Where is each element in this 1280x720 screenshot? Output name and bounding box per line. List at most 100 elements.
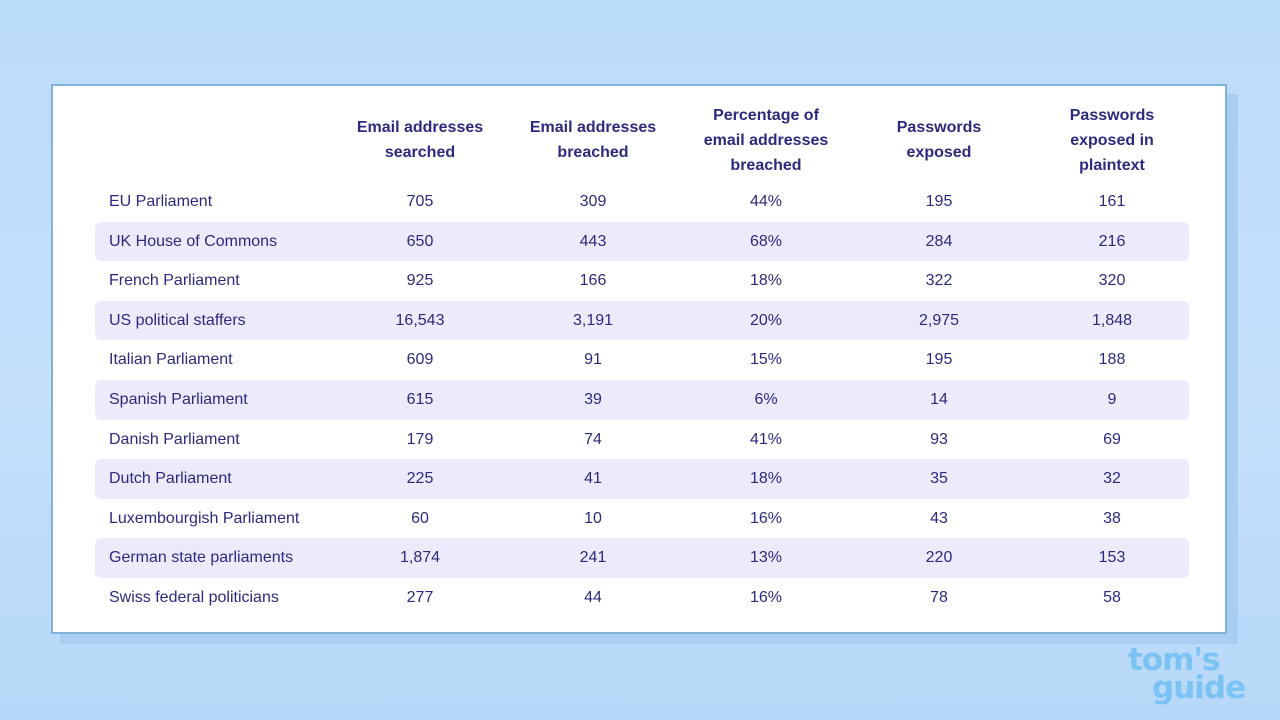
- cell-passwords-exposed: 14: [930, 390, 948, 408]
- cell-percent-breached: 18%: [749, 470, 783, 488]
- cell-percent-breached: 16%: [749, 509, 783, 527]
- column-header-line: email addresses: [703, 131, 829, 149]
- cell-percent-breached: 15%: [749, 351, 783, 369]
- cell-emails-searched: 277: [406, 588, 434, 606]
- cell-passwords-exposed: 78: [930, 588, 948, 606]
- cell-passwords-plaintext: 38: [1103, 509, 1121, 527]
- table-row: Swiss federal politicians 277 44 16% 78 58: [95, 578, 1189, 618]
- table-row: Dutch Parliament 225 41 18% 35 32: [95, 459, 1189, 499]
- column-header-passwords-plaintext: Passwords exposed in plaintext: [1026, 96, 1199, 184]
- cell-percent-breached: 20%: [749, 311, 783, 329]
- cell-emails-searched: 615: [406, 390, 434, 408]
- cell-passwords-plaintext: 1,848: [1091, 311, 1133, 329]
- cell-emails-searched: 925: [406, 272, 434, 290]
- cell-emails-searched: 650: [406, 232, 434, 250]
- table-row: US political staffers 16,543 3,191 20% 2,975…: [95, 300, 1189, 341]
- column-header-line: Passwords: [1069, 106, 1155, 124]
- table-row: Italian Parliament 609 91 15% 195 188: [95, 340, 1189, 380]
- row-label: Swiss federal politicians: [109, 588, 279, 606]
- cell-emails-breached: 309: [579, 193, 607, 210]
- cell-passwords-plaintext: 153: [1098, 549, 1126, 567]
- cell-passwords-plaintext: 320: [1098, 272, 1126, 290]
- row-label: UK House of Commons: [109, 232, 278, 250]
- table-body: EU Parliament 705 309 44% 195 161 UK House of …: [95, 182, 1189, 618]
- column-header-line: plaintext: [1079, 156, 1145, 174]
- toms-guide-logo: tom's guide: [1124, 640, 1264, 710]
- table-row: EU Parliament 705 309 44% 195 161: [95, 182, 1189, 222]
- cell-emails-breached: 241: [579, 549, 607, 567]
- cell-percent-breached: 41%: [749, 430, 783, 448]
- logo-line-2: guide: [1152, 670, 1246, 706]
- cell-passwords-plaintext: 161: [1098, 193, 1126, 210]
- table-row: Danish Parliament 179 74 41% 93 69: [95, 420, 1189, 460]
- cell-percent-breached: 68%: [749, 232, 783, 250]
- cell-passwords-exposed: 322: [925, 272, 953, 290]
- column-header-line: breached: [557, 144, 629, 161]
- column-header-line: Email addresses: [356, 119, 484, 136]
- cell-passwords-plaintext: 69: [1103, 430, 1121, 448]
- cell-emails-searched: 1,874: [399, 549, 441, 567]
- cell-emails-searched: 16,543: [395, 311, 445, 329]
- cell-passwords-plaintext: 188: [1098, 351, 1126, 369]
- cell-emails-breached: 39: [584, 390, 602, 408]
- row-label: Danish Parliament: [109, 430, 240, 448]
- column-header-emails-breached: Email addresses breached: [507, 96, 680, 184]
- table-header: Email addresses searched Email addresses br…: [95, 96, 1189, 184]
- row-label: Luxembourgish Parliament: [109, 509, 300, 527]
- cell-percent-breached: 16%: [749, 588, 783, 606]
- cell-passwords-exposed: 43: [930, 509, 948, 527]
- cell-emails-searched: 179: [406, 430, 434, 448]
- table-row: UK House of Commons 650 443 68% 284 216: [95, 221, 1189, 262]
- cell-emails-searched: 225: [406, 470, 434, 488]
- row-label: German state parliaments: [109, 549, 294, 567]
- cell-percent-breached: 44%: [749, 193, 783, 210]
- column-header-line: exposed: [906, 144, 972, 161]
- cell-passwords-exposed: 195: [925, 193, 953, 210]
- cell-passwords-exposed: 2,975: [918, 311, 960, 329]
- row-label: US political staffers: [109, 311, 246, 329]
- row-label: French Parliament: [109, 272, 240, 290]
- column-header-line: breached: [730, 156, 802, 174]
- table-row: French Parliament 925 166 18% 322 320: [95, 261, 1189, 301]
- row-label: Dutch Parliament: [109, 470, 232, 488]
- column-header-line: searched: [384, 144, 456, 161]
- column-header-line: Percentage of: [713, 106, 819, 124]
- cell-emails-searched: 60: [411, 509, 429, 527]
- cell-emails-breached: 10: [584, 509, 602, 527]
- cell-passwords-exposed: 195: [925, 351, 953, 369]
- cell-emails-searched: 609: [406, 351, 434, 369]
- table-row: Spanish Parliament 615 39 6% 14 9: [95, 379, 1189, 420]
- column-header-passwords-exposed: Passwords exposed: [853, 96, 1026, 184]
- data-table-card: Email addresses searched Email addresses br…: [51, 84, 1227, 634]
- column-header-line: Passwords: [896, 119, 982, 136]
- table-row: German state parliaments 1,874 241 13% 220 15…: [95, 538, 1189, 578]
- column-header-emails-searched: Email addresses searched: [334, 96, 507, 184]
- cell-emails-breached: 166: [579, 272, 607, 290]
- cell-passwords-plaintext: 58: [1103, 588, 1121, 606]
- logo-line-1: tom's: [1128, 642, 1220, 678]
- cell-percent-breached: 18%: [749, 272, 783, 290]
- cell-emails-searched: 705: [406, 193, 434, 210]
- column-header-line: exposed in: [1070, 131, 1154, 149]
- cell-percent-breached: 13%: [749, 549, 783, 567]
- cell-emails-breached: 91: [584, 351, 602, 369]
- cell-emails-breached: 443: [579, 232, 607, 250]
- cell-emails-breached: 74: [584, 430, 602, 448]
- cell-emails-breached: 3,191: [572, 311, 614, 329]
- cell-passwords-plaintext: 216: [1098, 232, 1126, 250]
- row-label: EU Parliament: [109, 193, 213, 210]
- cell-passwords-exposed: 220: [925, 549, 953, 567]
- cell-percent-breached: 6%: [754, 390, 778, 408]
- table-row: Luxembourgish Parliament 60 10 16% 43 38: [95, 499, 1189, 539]
- cell-passwords-plaintext: 9: [1107, 390, 1117, 408]
- row-label: Spanish Parliament: [109, 390, 248, 408]
- cell-emails-breached: 41: [584, 470, 602, 488]
- cell-passwords-plaintext: 32: [1103, 470, 1121, 488]
- column-header-percent-breached: Percentage of email addresses breached: [680, 96, 853, 184]
- column-header-line: Email addresses: [529, 119, 657, 136]
- row-label: Italian Parliament: [109, 351, 233, 369]
- cell-passwords-exposed: 93: [930, 430, 948, 448]
- cell-emails-breached: 44: [584, 588, 602, 606]
- cell-passwords-exposed: 35: [930, 470, 948, 488]
- cell-passwords-exposed: 284: [925, 232, 953, 250]
